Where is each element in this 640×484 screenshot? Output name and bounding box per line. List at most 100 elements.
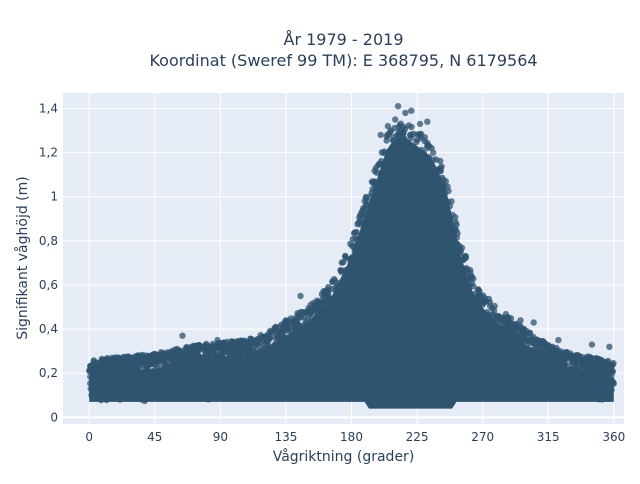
data-point [485, 352, 493, 360]
data-point [297, 292, 304, 300]
data-point [450, 226, 457, 233]
data-point [411, 335, 418, 343]
data-point [362, 371, 370, 379]
data-point [389, 171, 397, 178]
data-point [319, 325, 327, 333]
data-point [426, 256, 433, 263]
data-point [526, 367, 533, 375]
data-point [425, 216, 432, 223]
data-point [331, 276, 338, 283]
data-point [86, 366, 93, 374]
data-point [220, 347, 227, 354]
data-point [264, 348, 272, 355]
data-point [301, 352, 309, 360]
data-point [417, 134, 424, 142]
data-point [405, 330, 412, 338]
data-point [413, 138, 420, 146]
data-point [205, 382, 212, 389]
data-point [584, 385, 591, 392]
data-point [466, 352, 473, 359]
data-point [588, 358, 596, 366]
data-point [294, 310, 301, 317]
data-point [517, 380, 524, 387]
data-point [87, 380, 94, 387]
data-point [205, 396, 212, 403]
data-point [223, 366, 231, 373]
data-point [520, 360, 527, 367]
data-point [104, 355, 111, 362]
data-point [282, 317, 290, 324]
data-point [123, 372, 130, 380]
data-point [379, 293, 387, 300]
data-point [299, 309, 306, 316]
data-point [354, 318, 361, 325]
data-point [435, 295, 442, 303]
data-point [488, 312, 495, 319]
data-point [467, 318, 474, 325]
data-point [436, 165, 443, 173]
data-point [538, 351, 546, 359]
data-point [143, 363, 150, 371]
data-point [90, 357, 98, 364]
data-point [322, 287, 329, 295]
data-point [281, 338, 288, 345]
data-point [551, 369, 559, 377]
data-point [336, 311, 343, 318]
data-point [394, 132, 401, 139]
data-point [432, 200, 439, 207]
data-point [433, 365, 441, 372]
data-point [273, 346, 281, 353]
data-point [424, 237, 431, 245]
data-point [370, 223, 377, 230]
data-point [254, 352, 261, 359]
data-point [574, 383, 581, 391]
data-point [412, 247, 419, 254]
data-point [307, 301, 314, 308]
x-tick-label: 135 [274, 430, 297, 444]
data-point [432, 278, 439, 285]
data-point [596, 391, 603, 399]
x-tick-label: 270 [471, 430, 494, 444]
data-point [293, 363, 300, 370]
data-point [555, 377, 562, 384]
data-point [396, 140, 403, 147]
data-point [164, 378, 172, 385]
data-point [378, 184, 385, 191]
data-point [395, 240, 402, 247]
data-point [454, 306, 462, 314]
data-point [355, 303, 363, 310]
data-point [378, 172, 385, 179]
data-point [545, 350, 552, 358]
data-point [264, 335, 272, 342]
data-point [202, 354, 209, 361]
x-axis-label: Vågriktning (grader) [273, 448, 415, 465]
data-point [364, 355, 371, 362]
data-point [371, 345, 378, 353]
data-point [526, 385, 534, 392]
data-point [143, 373, 150, 380]
data-point [562, 353, 569, 360]
data-point [417, 206, 424, 213]
data-point [393, 364, 401, 372]
data-point [121, 384, 128, 392]
data-point [172, 352, 179, 359]
data-point [608, 386, 615, 394]
data-point [483, 309, 491, 316]
data-point [446, 274, 454, 282]
data-point [257, 359, 264, 366]
data-point [402, 109, 409, 117]
data-point [479, 301, 486, 308]
data-point [379, 299, 387, 306]
data-point [367, 295, 374, 303]
data-point [385, 226, 392, 233]
data-point [498, 349, 505, 356]
data-point [179, 371, 187, 379]
data-point [436, 312, 443, 319]
data-point [498, 355, 505, 362]
data-point [392, 116, 399, 123]
data-point [214, 345, 221, 352]
data-point [463, 347, 470, 354]
data-point [269, 379, 276, 386]
data-point [383, 272, 391, 279]
y-tick-label: 0,8 [39, 234, 58, 248]
